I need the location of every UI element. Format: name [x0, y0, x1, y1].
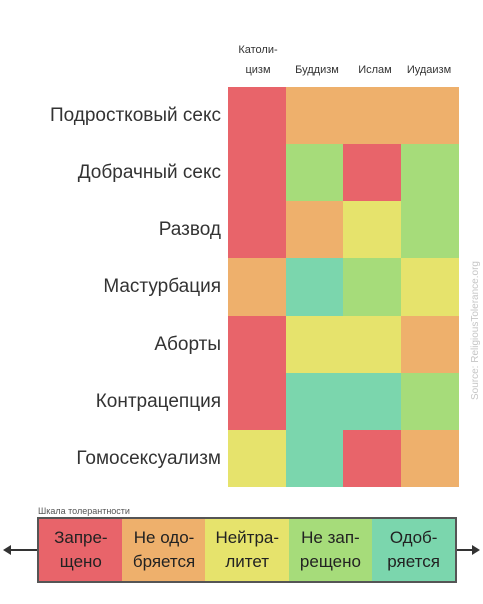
heatmap-cell	[400, 201, 459, 259]
scale-box: Не зап-рещено	[288, 519, 373, 581]
heatmap-cell	[400, 87, 459, 145]
column-header: Иудаизм	[406, 64, 452, 76]
heatmap-cell	[285, 429, 344, 488]
heatmap-cell	[285, 315, 344, 374]
heatmap-cell	[343, 258, 401, 317]
scale-box: Запре-щено	[39, 519, 123, 581]
heatmap-cell	[343, 144, 401, 202]
heatmap-cell	[400, 144, 459, 202]
heatmap-cell	[285, 258, 344, 317]
heatmap-cell	[343, 201, 401, 259]
right-arrow-line	[457, 549, 474, 551]
scale-label: Не зап-рещено	[299, 528, 361, 571]
column-header: Католи-цизм	[238, 44, 278, 76]
row-label: Гомосексуализм	[76, 447, 221, 469]
column-header: Ислам	[358, 64, 392, 76]
source-label: Source: ReligiousTolerance.org	[470, 261, 481, 400]
column-header: Буддизм	[295, 64, 339, 76]
heatmap-cell	[228, 315, 286, 374]
heatmap-cell	[228, 144, 286, 202]
heatmap-cell	[400, 315, 459, 374]
scale-box: Не одо-бряется	[122, 519, 206, 581]
scale-box: Нейтра-литет	[205, 519, 290, 581]
heatmap-cell	[400, 429, 459, 488]
heatmap-cell	[343, 372, 401, 431]
scale-box: Одоб-ряется	[371, 519, 456, 581]
scale-label: Запре-щено	[54, 528, 108, 571]
heatmap-cell	[400, 258, 459, 317]
heatmap-cell	[228, 87, 286, 145]
heatmap-cell	[285, 144, 344, 202]
left-arrow-line	[6, 549, 37, 551]
scale-label: Нейтра-литет	[215, 528, 280, 571]
row-label: Мастурбация	[103, 276, 221, 298]
scale-label: Не одо-бряется	[132, 528, 196, 571]
scale-label: Одоб-ряется	[387, 528, 440, 571]
heatmap-cell	[228, 429, 286, 488]
heatmap-cell	[343, 429, 401, 488]
heatmap-cell	[285, 372, 344, 431]
heatmap-cell	[343, 87, 401, 145]
row-label: Развод	[158, 219, 221, 241]
scale-frame	[37, 517, 457, 583]
heatmap-cell	[228, 258, 286, 317]
heatmap-cell	[400, 372, 459, 431]
heatmap-cell	[228, 372, 286, 431]
left-arrow-icon	[3, 545, 11, 555]
row-label: Контрацепция	[95, 390, 221, 412]
row-label: Аборты	[154, 333, 221, 355]
row-label: Подростковый секс	[49, 105, 221, 126]
heatmap-grid	[228, 87, 459, 488]
scale-title: Шкала толерантности	[38, 506, 130, 516]
row-label: Добрачный секс	[77, 162, 221, 184]
heatmap-cell	[343, 315, 401, 374]
right-arrow-icon	[472, 545, 480, 555]
heatmap-cell	[285, 201, 344, 259]
heatmap-cell	[228, 201, 286, 259]
heatmap-cell	[285, 87, 344, 145]
